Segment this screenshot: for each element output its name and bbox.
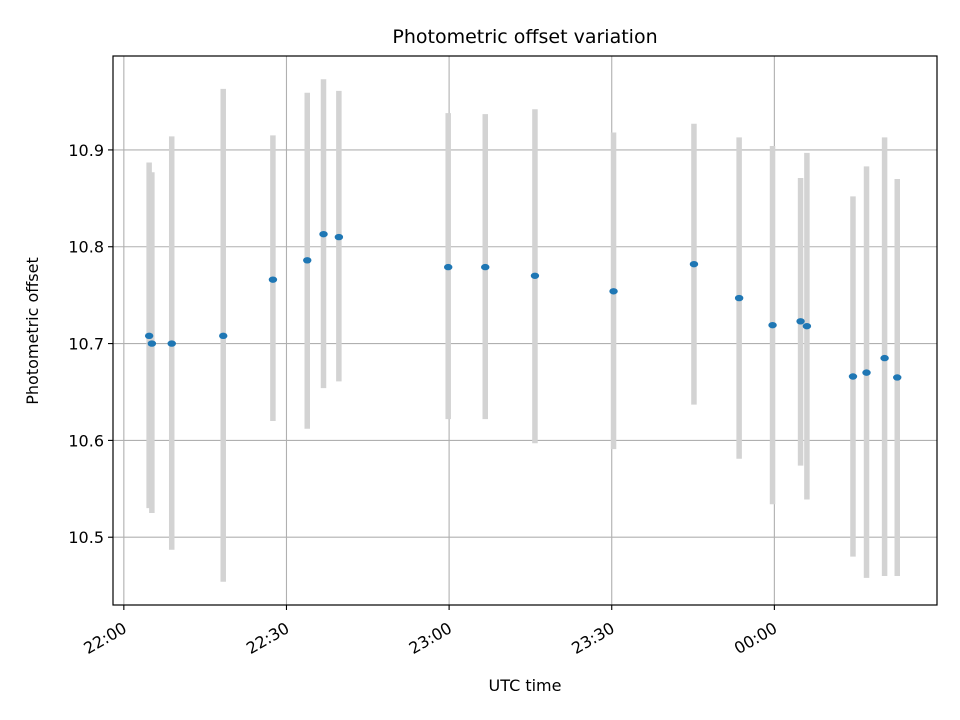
x-tick-label: 23:30 — [568, 618, 617, 658]
x-axis-label: UTC time — [489, 676, 562, 695]
data-point — [319, 230, 328, 238]
data-point — [689, 260, 699, 268]
data-point — [167, 340, 176, 347]
error-bars — [146, 79, 900, 582]
grid-lines — [113, 56, 937, 605]
chart-title: Photometric offset variation — [392, 26, 657, 48]
data-point — [768, 321, 777, 329]
data-point — [893, 374, 902, 381]
x-tick-label: 00:00 — [731, 618, 780, 658]
y-tick-label: 10.8 — [68, 238, 104, 257]
data-points — [144, 230, 902, 381]
axis-ticks: 22:00 22:30 23:00 23:30 00:00 10.5 10.6 10.7 10.… — [68, 141, 780, 658]
y-tick-label: 10.9 — [68, 141, 104, 160]
data-point — [219, 332, 228, 340]
data-point — [147, 340, 157, 347]
data-point — [334, 233, 344, 241]
data-point — [609, 288, 618, 295]
data-point — [862, 369, 871, 376]
plot-frame — [112, 55, 938, 606]
y-tick-label: 10.5 — [68, 528, 104, 547]
data-point — [268, 276, 278, 283]
data-point — [880, 354, 889, 362]
data-point — [481, 263, 490, 271]
y-tick-label: 10.7 — [68, 335, 104, 354]
data-point — [734, 294, 744, 302]
data-point — [530, 272, 540, 279]
x-tick-label: 22:00 — [80, 618, 129, 658]
data-point — [796, 318, 805, 325]
x-tick-label: 22:30 — [243, 618, 292, 658]
y-tick-label: 10.6 — [68, 431, 104, 450]
x-tick-label: 23:00 — [406, 618, 455, 658]
data-point — [444, 263, 453, 271]
data-point — [303, 257, 312, 264]
y-axis-label: Photometric offset — [23, 257, 42, 405]
data-point — [848, 373, 858, 380]
data-point — [802, 322, 812, 330]
data-point — [144, 332, 154, 340]
